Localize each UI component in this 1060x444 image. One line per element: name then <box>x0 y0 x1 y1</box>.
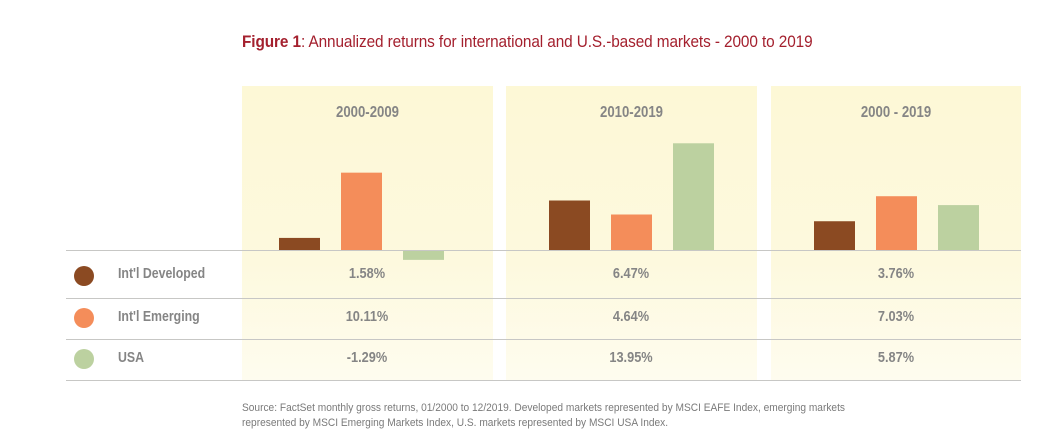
source-line: represented by MSCI Emerging Markets Ind… <box>242 417 669 429</box>
figure-title: Figure 1: Annualized returns for interna… <box>242 33 813 52</box>
figure-title-text: : Annualized returns for international a… <box>300 33 813 51</box>
value-cell: 4.64% <box>612 309 650 325</box>
row-divider <box>66 297 1021 299</box>
period-title: 2000-2009 <box>335 104 400 121</box>
bar-int-l-emerging-2010-2019 <box>611 214 652 250</box>
value-cell: 13.95% <box>609 350 653 366</box>
bar-usa-2000-2009 <box>403 250 444 260</box>
bar-int-l-emerging-2000-2019 <box>876 196 917 250</box>
value-cell: -1.29% <box>346 350 388 366</box>
legend-dot-intl-emerging <box>74 308 94 328</box>
bar-int-l-developed-2000-2019 <box>814 221 855 250</box>
bar-usa-2000-2019 <box>938 205 979 250</box>
baseline-divider <box>66 249 1021 251</box>
bar-int-l-emerging-2000-2009 <box>341 172 382 250</box>
value-cell: 7.03% <box>877 309 915 325</box>
row-divider <box>66 379 1021 381</box>
figure-title-label: Figure 1 <box>242 33 301 51</box>
value-cell: 5.87% <box>877 350 915 366</box>
value-cell: 3.76% <box>877 266 915 282</box>
value-cell: 6.47% <box>612 266 650 282</box>
legend-label: Int'l Developed <box>118 266 206 282</box>
bar-int-l-developed-2000-2009 <box>279 237 320 250</box>
period-title: 2000 - 2019 <box>860 104 932 121</box>
bar-usa-2010-2019 <box>673 143 714 250</box>
legend-dot-intl-developed <box>74 266 94 286</box>
legend-dot-usa <box>74 349 94 369</box>
period-title: 2010-2019 <box>599 104 664 121</box>
legend-label: USA <box>118 350 145 366</box>
row-divider <box>66 338 1021 340</box>
legend-label: Int'l Emerging <box>118 309 200 325</box>
source-note: Source: FactSet monthly gross returns, 0… <box>242 401 980 431</box>
value-cell: 1.58% <box>348 266 386 282</box>
value-cell: 10.11% <box>345 309 389 325</box>
source-line: Source: FactSet monthly gross returns, 0… <box>242 402 845 414</box>
bar-int-l-developed-2010-2019 <box>549 200 590 250</box>
